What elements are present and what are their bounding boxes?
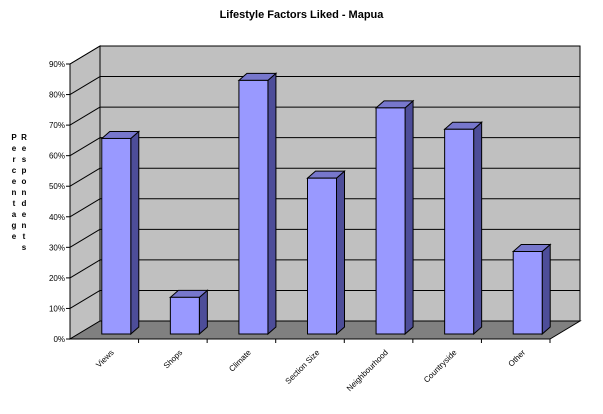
y-tick-label: 0%: [53, 335, 65, 344]
x-tick-label: Neighbourhood: [345, 348, 390, 393]
bar-side: [268, 73, 276, 334]
bar-side: [405, 101, 413, 334]
bar: [376, 108, 405, 334]
bar: [239, 80, 268, 334]
y-tick-label: 10%: [49, 304, 65, 313]
bar: [170, 297, 199, 334]
y-tick-label: 90%: [49, 60, 65, 69]
bar: [308, 178, 337, 334]
bar: [102, 138, 131, 334]
x-tick-label: Section Size: [284, 348, 322, 386]
y-tick-label: 50%: [49, 182, 65, 191]
y-tick-label: 40%: [49, 213, 65, 222]
side-wall: [70, 46, 100, 339]
y-tick-label: 70%: [49, 121, 65, 130]
y-tick-label: 30%: [49, 243, 65, 252]
y-tick-label: 80%: [49, 91, 65, 100]
y-tick-label: 60%: [49, 152, 65, 161]
x-tick-label: Other: [507, 348, 528, 369]
bar: [445, 129, 474, 334]
y-tick-label: 20%: [49, 274, 65, 283]
x-tick-label: Shops: [162, 348, 184, 370]
bar-side: [474, 122, 482, 334]
bar-side: [542, 245, 550, 335]
bar: [513, 252, 542, 335]
bar-side: [131, 131, 139, 334]
x-tick-label: Climate: [227, 348, 253, 374]
x-tick-label: Views: [94, 348, 115, 369]
x-tick-label: Countryside: [422, 348, 459, 385]
bar-side: [337, 171, 345, 334]
